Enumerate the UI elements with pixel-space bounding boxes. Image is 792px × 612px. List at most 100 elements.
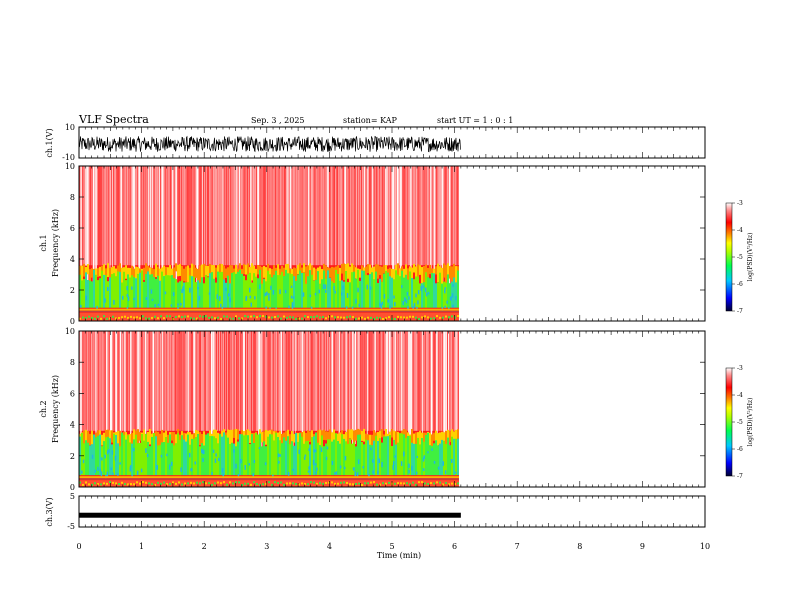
spectrogram-strip — [460, 331, 461, 431]
spectrogram-band — [131, 432, 133, 447]
spectrogram-speckle — [199, 482, 201, 485]
spectrogram-band — [355, 446, 357, 476]
spectrogram-band — [81, 433, 83, 476]
spectrogram-strip — [309, 166, 310, 266]
spectrogram-band — [321, 269, 323, 281]
spectrogram-strip — [127, 166, 128, 266]
spectrogram-speckle — [256, 483, 258, 486]
spectrogram-speckle — [278, 460, 280, 464]
spectrogram-band — [165, 266, 167, 281]
spectrogram-speckle — [361, 483, 363, 486]
spectrogram-strip — [300, 166, 301, 266]
spectrogram-strip — [90, 166, 91, 266]
spectrogram-spike — [95, 331, 97, 444]
spectrogram-strip — [204, 166, 205, 266]
spectrogram-speckle — [409, 483, 411, 486]
spectrogram-strip — [301, 166, 302, 266]
spectrogram-speckle — [201, 448, 203, 453]
spectrogram-strip — [251, 166, 252, 266]
spectrogram-strip — [427, 331, 428, 431]
spectrogram-strip — [163, 166, 164, 266]
spectrogram-strip — [444, 166, 445, 266]
spectrogram-strip — [215, 331, 216, 431]
spectrogram-band — [171, 443, 173, 476]
spectrogram-speckle — [290, 295, 293, 299]
spectrogram-speckle — [100, 483, 102, 486]
spectrogram-band — [371, 272, 373, 308]
spectrogram-band — [271, 434, 273, 476]
spectrogram-band — [381, 442, 383, 476]
spectrogram-band — [439, 432, 441, 452]
spectrogram-band — [287, 436, 289, 476]
spectrogram-speckle — [370, 447, 372, 451]
spectrogram-speckle — [133, 316, 135, 319]
spectrogram-strip — [224, 166, 225, 266]
spectrogram-band — [311, 430, 313, 443]
spectrogram-speckle — [268, 481, 270, 484]
spectrogram-band — [363, 270, 365, 308]
spectrogram-strip — [118, 331, 119, 431]
spectrogram-speckle — [249, 287, 251, 293]
spectrogram-strip — [445, 166, 446, 266]
spectrogram-strip — [147, 166, 148, 266]
spectrogram-strip — [414, 166, 415, 266]
spectrogram-strip — [347, 331, 348, 431]
spectrogram-strip — [263, 331, 264, 431]
spectrogram-strip — [155, 331, 156, 431]
spectrogram-strip — [330, 166, 331, 266]
spectrogram-spike — [388, 331, 391, 450]
spectrogram-speckle — [352, 483, 354, 486]
spectrogram-spike — [136, 331, 138, 440]
spectrogram-band — [221, 436, 223, 476]
spectrogram-band — [283, 276, 285, 308]
spectrogram-strip — [378, 166, 379, 266]
spectrogram-band — [231, 272, 233, 308]
spectrogram-speckle — [178, 315, 180, 318]
spectrogram-band — [83, 443, 85, 476]
spectrogram-speckle — [126, 307, 129, 310]
spectrogram-spike — [439, 166, 441, 280]
spectrogram-speckle — [415, 471, 418, 475]
spectrogram-band — [343, 281, 345, 308]
spectrogram-strip — [342, 331, 343, 431]
spectrogram-band — [397, 274, 399, 308]
spectrogram-band — [191, 276, 193, 308]
x-tick-label: 10 — [700, 542, 710, 551]
spectrogram-speckle — [108, 449, 110, 453]
spectrogram-strip — [442, 331, 443, 431]
spectrogram-strip — [366, 331, 367, 431]
spectrogram-strip — [404, 331, 405, 431]
spectrogram-band — [131, 443, 133, 476]
spectrogram-speckle — [226, 315, 228, 318]
spectrogram-strip — [298, 331, 299, 431]
spectrogram-band — [453, 438, 455, 476]
spectrogram-speckle — [223, 315, 225, 318]
spectrogram-strip — [257, 331, 258, 431]
spectrogram-speckle — [229, 317, 231, 320]
spectrogram-band — [401, 433, 403, 476]
spectrogram-speckle — [415, 316, 417, 319]
spectrogram-strip — [404, 166, 405, 266]
spectrogram-speckle — [181, 316, 183, 319]
spectrogram-band — [265, 446, 267, 476]
spectrogram-band — [247, 263, 249, 280]
spectrogram-band — [167, 267, 169, 282]
spectrogram-band — [439, 443, 441, 476]
spectrogram-strip — [276, 331, 277, 431]
spectrogram-spike — [152, 331, 155, 460]
spectrogram-band — [451, 266, 453, 283]
spectrogram-strip — [183, 331, 184, 431]
spectrogram-band — [275, 432, 277, 476]
spectrogram-band — [109, 438, 111, 476]
ch3-waveform-ticks — [78, 496, 706, 527]
spectrogram-speckle — [307, 316, 309, 319]
spectrogram-band — [391, 268, 393, 282]
spectrogram-strip — [194, 166, 195, 266]
spectrogram-spike — [301, 331, 304, 433]
spectrogram-band — [157, 431, 159, 449]
spectrogram-strip — [211, 166, 212, 266]
spectrogram-strip — [132, 331, 133, 431]
spectrogram-strip — [101, 331, 102, 431]
ch2-colorbar-label: log(PSD)(V²/Hz) — [747, 398, 754, 447]
spectrogram-strip — [287, 331, 288, 431]
